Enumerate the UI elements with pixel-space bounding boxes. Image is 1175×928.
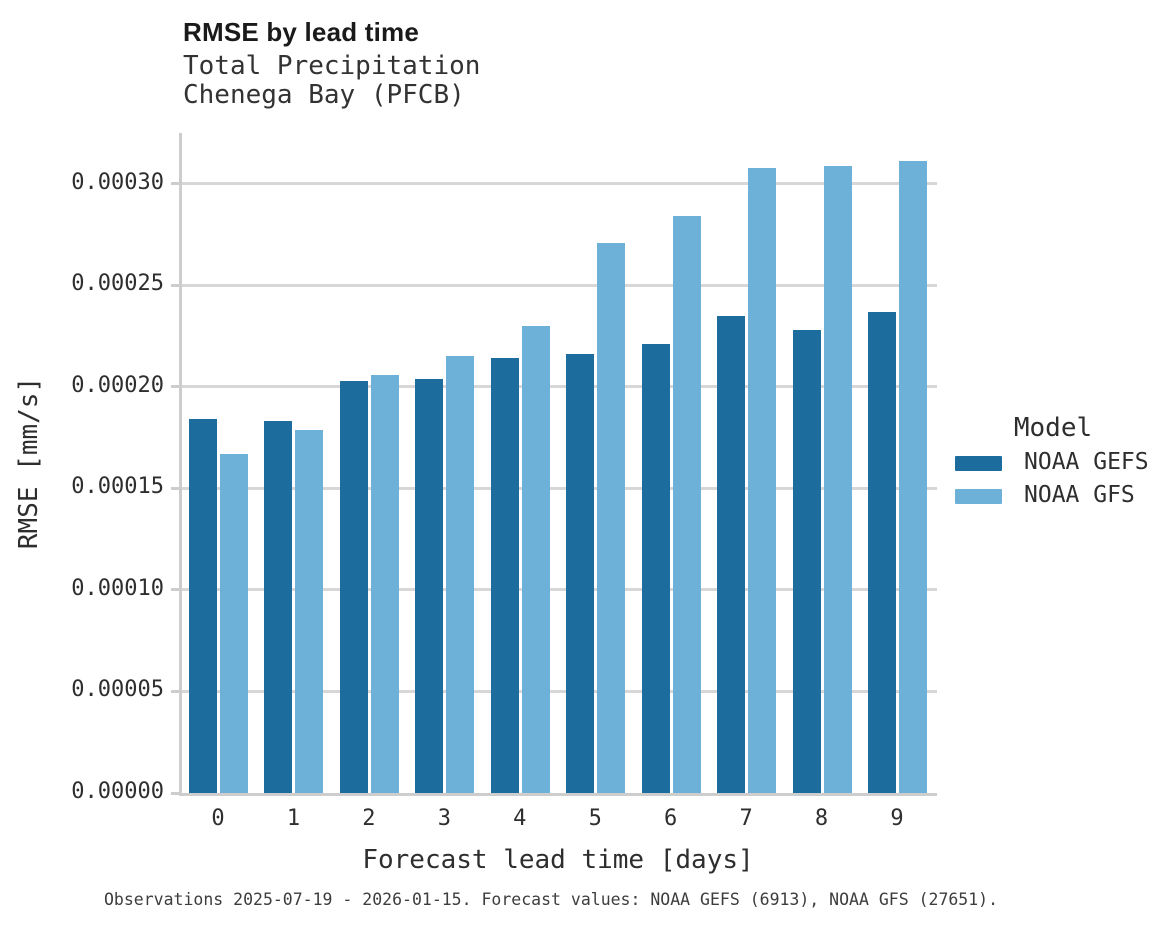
y-tick-label: 0.00030 [71,169,164,195]
x-tick-label: 3 [437,806,451,831]
bar-noaa-gefs-lead-8 [792,330,821,793]
legend-swatch-noaa-gefs [955,456,1002,471]
y-tick-label: 0.00020 [71,372,164,398]
bar-noaa-gfs-lead-5 [597,242,626,793]
legend-label-noaa-gefs: NOAA GEFS [1024,449,1149,475]
bar-noaa-gefs-lead-3 [415,378,444,793]
chart-title: RMSE by lead time [183,17,420,47]
bar-noaa-gfs-lead-8 [823,165,852,793]
x-tick-label: 4 [513,806,527,831]
y-tick-mark [171,385,179,389]
bar-noaa-gefs-lead-1 [264,421,293,793]
bar-noaa-gfs-lead-1 [295,429,324,793]
x-tick-label: 9 [890,806,904,831]
x-tick-label: 6 [664,806,678,831]
gridline [182,689,937,693]
bar-noaa-gefs-lead-5 [566,354,595,793]
y-axis-label: RMSE [mm/s] [14,376,44,550]
x-tick-label: 7 [739,806,753,831]
x-tick-label: 8 [814,806,829,831]
bar-noaa-gfs-lead-3 [446,356,475,793]
y-tick-label: 0.00005 [71,677,164,703]
legend-label-noaa-gfs: NOAA GFS [1024,482,1135,508]
caption-text: Observations 2025-07-19 - 2026-01-15. Fo… [104,890,999,909]
y-tick-label: 0.00000 [71,779,164,804]
y-tick-label: 0.00015 [71,474,164,500]
bar-noaa-gefs-lead-6 [641,344,670,793]
chart-subtitle-location: Chenega Bay (PFCB) [183,80,465,110]
chart-subtitle-variable: Total Precipitation [183,51,481,81]
bar-noaa-gefs-lead-4 [490,358,519,793]
y-tick-mark [171,791,179,795]
gridline [182,486,937,490]
bar-noaa-gfs-lead-6 [672,216,701,793]
x-tick-label: 0 [211,806,225,831]
legend-title: Model [1013,413,1093,443]
x-axis-label: Forecast lead time [days] [362,845,754,875]
gridline [182,385,937,389]
bar-noaa-gfs-lead-9 [898,161,927,793]
x-tick-label: 5 [588,806,602,831]
y-tick-mark [171,486,179,490]
bar-noaa-gfs-lead-7 [748,167,777,793]
y-tick-label: 0.00010 [71,575,164,601]
y-tick-mark [171,182,179,186]
y-tick-mark [171,588,179,592]
y-tick-mark [171,283,179,287]
bar-noaa-gefs-lead-7 [717,315,746,793]
gridline [182,588,937,592]
x-tick-label: 2 [362,806,376,831]
bar-noaa-gfs-lead-0 [220,453,248,793]
bar-noaa-gefs-lead-2 [339,380,368,793]
bar-noaa-gefs-lead-0 [189,419,217,793]
bar-noaa-gefs-lead-9 [867,311,896,793]
x-tick-label: 1 [286,806,301,831]
bar-noaa-gfs-lead-4 [521,325,550,793]
plot-area [179,133,937,796]
bar-noaa-gfs-lead-2 [370,374,399,793]
gridline [182,182,937,186]
legend-swatch-noaa-gfs [955,489,1002,504]
y-tick-mark [171,689,179,693]
gridline [182,283,937,287]
y-tick-label: 0.00025 [71,271,164,297]
